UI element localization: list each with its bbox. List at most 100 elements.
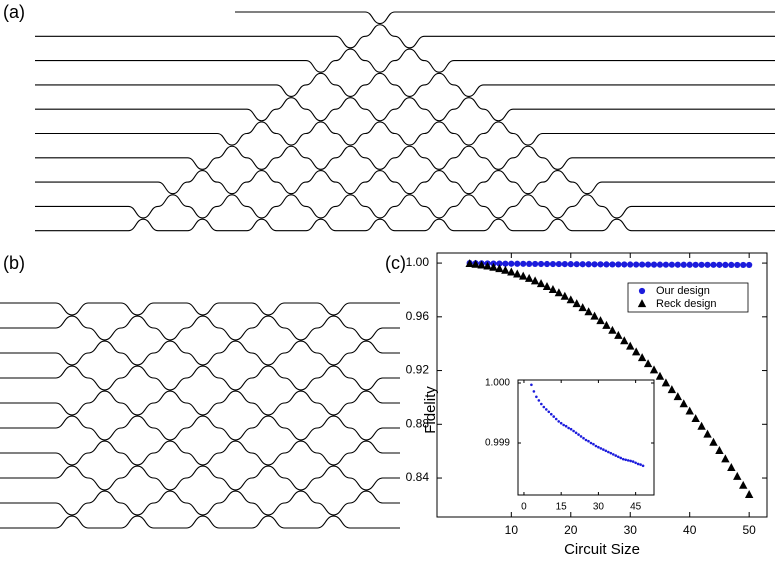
data-point — [573, 261, 580, 268]
data-point — [566, 295, 575, 304]
data-point — [495, 264, 504, 273]
data-point — [547, 410, 551, 414]
data-point — [548, 285, 558, 294]
data-point — [650, 261, 658, 268]
data-point — [471, 259, 480, 268]
data-point — [567, 261, 574, 268]
data-point — [596, 316, 605, 325]
data-point — [584, 307, 593, 316]
data-point — [655, 371, 665, 380]
data-point — [544, 408, 548, 411]
data-point — [572, 299, 581, 308]
data-point — [597, 445, 600, 449]
data-point — [465, 259, 474, 268]
data-point — [592, 442, 595, 446]
panel-label: (b) — [3, 253, 25, 273]
data-point — [603, 261, 610, 268]
panel-label: (c) — [385, 253, 406, 273]
waveguide — [35, 169, 775, 195]
waveguide — [35, 194, 775, 219]
legend-marker — [638, 287, 646, 295]
data-point — [698, 261, 705, 268]
waveguide — [0, 465, 400, 491]
legend-box — [627, 282, 749, 313]
data-point — [608, 325, 617, 334]
data-point — [627, 261, 634, 268]
data-point — [562, 423, 565, 427]
data-point — [483, 261, 492, 270]
waveguide — [35, 218, 775, 232]
data-point — [637, 353, 647, 362]
y-tick-label: 0.96 — [406, 309, 430, 323]
data-point — [621, 261, 628, 268]
data-point — [692, 261, 699, 268]
data-point — [519, 271, 528, 280]
data-point — [722, 261, 729, 268]
data-point — [636, 462, 640, 466]
x-tick-label: 40 — [683, 523, 697, 537]
waveguide — [0, 340, 400, 366]
data-point — [744, 490, 754, 498]
data-point — [594, 444, 598, 448]
data-point — [549, 260, 557, 268]
data-point — [710, 261, 717, 268]
data-point — [704, 261, 711, 268]
data-point — [535, 395, 538, 399]
waveguide — [0, 490, 400, 516]
waveguide — [35, 48, 775, 73]
data-point — [649, 365, 659, 374]
waveguide — [0, 315, 400, 341]
data-point — [574, 431, 578, 435]
waveguide — [0, 390, 400, 416]
data-point — [569, 427, 573, 431]
data-point — [520, 260, 527, 267]
data-point — [643, 359, 653, 368]
y-tick-label: 0.92 — [406, 363, 430, 377]
data-point — [572, 429, 575, 433]
x-tick-label: 45 — [630, 502, 642, 513]
x-tick-label: 30 — [593, 502, 605, 513]
data-point — [668, 261, 675, 268]
data-point — [578, 303, 587, 312]
x-tick-label: 50 — [742, 523, 756, 537]
data-point — [514, 260, 521, 267]
x-tick-label: 30 — [624, 523, 638, 537]
waveguide — [0, 515, 400, 529]
x-tick-label: 15 — [556, 502, 568, 513]
data-point — [501, 265, 510, 274]
data-point — [611, 453, 615, 456]
x-tick-label: 20 — [564, 523, 578, 537]
data-point — [686, 261, 693, 268]
data-point — [557, 420, 561, 423]
waveguide — [35, 97, 775, 122]
data-point — [716, 261, 723, 268]
data-point — [734, 261, 741, 269]
data-point — [602, 320, 611, 329]
data-point — [746, 261, 753, 269]
data-point — [560, 291, 570, 300]
waveguide — [0, 415, 400, 441]
data-point — [634, 461, 637, 465]
data-point — [626, 341, 635, 350]
x-tick-label: 10 — [505, 523, 519, 537]
waveguide — [35, 145, 775, 170]
data-point — [554, 288, 564, 297]
data-point — [530, 276, 540, 285]
data-point — [524, 273, 534, 282]
data-point — [697, 421, 706, 430]
y-tick-label: 0.999 — [485, 438, 510, 449]
waveguide — [35, 24, 775, 49]
data-point — [513, 269, 522, 278]
data-point — [609, 261, 616, 268]
data-point — [641, 464, 645, 468]
data-point — [564, 424, 568, 428]
data-point — [542, 405, 546, 409]
data-point — [590, 311, 599, 320]
data-point — [633, 261, 640, 268]
data-point — [552, 415, 556, 418]
data-point — [673, 392, 683, 401]
data-point — [631, 460, 635, 463]
y-tick-label: 1.000 — [485, 378, 510, 389]
data-point — [554, 417, 558, 421]
